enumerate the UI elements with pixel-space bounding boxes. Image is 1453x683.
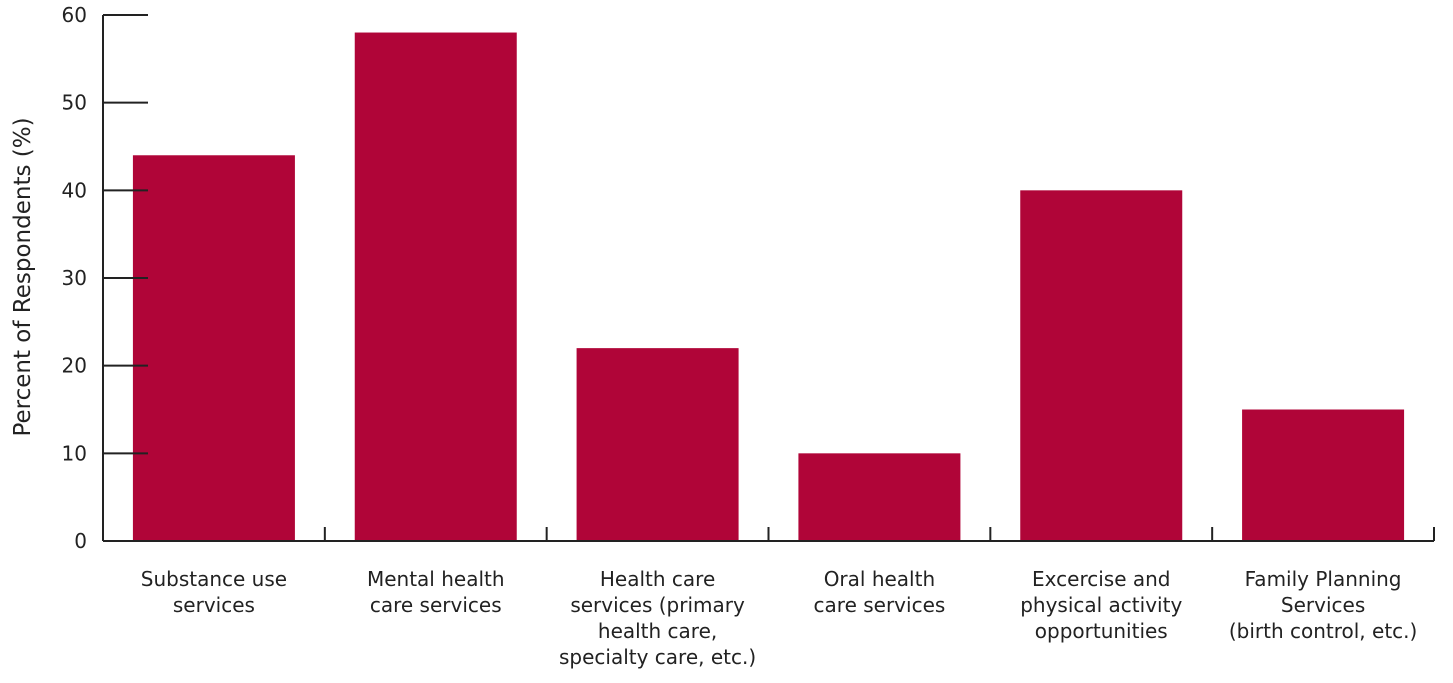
x-ticks-group	[102, 527, 1435, 541]
x-labels-group: Substance use services Mental health care s…	[141, 567, 1418, 669]
axes-group	[102, 15, 1434, 542]
x-category-label: Health care services (primary health care,…	[559, 567, 756, 669]
x-category-label: Family Planning Services (birth control, e…	[1229, 567, 1418, 643]
y-tick-label: 30	[62, 266, 87, 290]
x-category-label: Mental health care services	[367, 567, 505, 617]
y-tick-label: 10	[62, 441, 87, 465]
y-ticks-group: 0 10 20 30 40 50 60	[62, 3, 148, 553]
y-tick-label: 20	[62, 354, 87, 378]
x-category-label: Excercise and physical activity opportunit…	[1020, 567, 1182, 643]
y-tick-label: 0	[74, 529, 87, 553]
bar	[576, 348, 739, 541]
bar	[132, 155, 295, 541]
bar	[354, 32, 517, 542]
bar	[798, 453, 961, 541]
bar	[1242, 409, 1405, 541]
y-tick-label: 60	[62, 3, 87, 27]
x-category-label: Substance use services	[141, 567, 287, 617]
bars-group	[132, 32, 1405, 542]
y-axis-label: Percent of Respondents (%)	[10, 117, 36, 436]
y-tick-label: 50	[62, 91, 87, 115]
y-tick-label: 40	[62, 178, 87, 202]
x-category-label: Oral health care services	[814, 567, 946, 617]
bar	[1020, 190, 1183, 542]
